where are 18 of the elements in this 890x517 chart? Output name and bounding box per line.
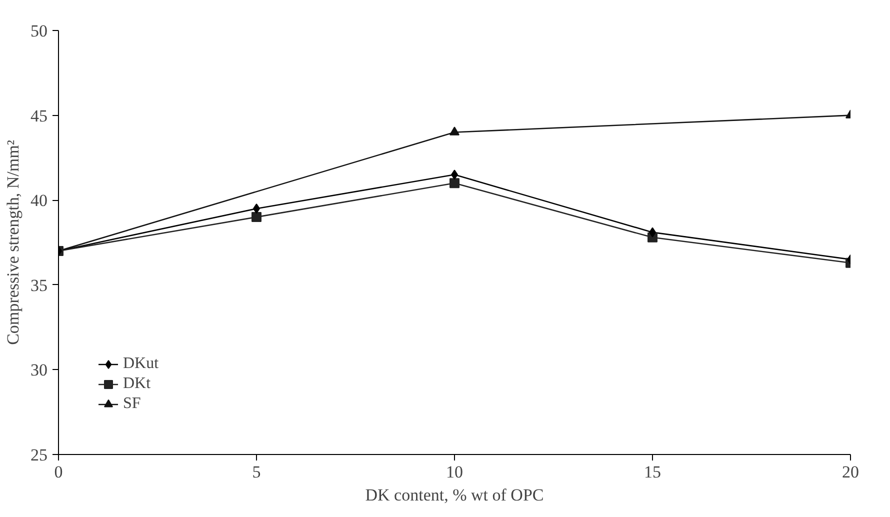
x-tick-label: 20 (842, 462, 859, 482)
y-tick-label: 35 (30, 276, 48, 295)
y-axis-title: Compressive strength, N/mm² (4, 140, 22, 345)
x-tick-label: 5 (252, 462, 261, 482)
legend-label: DKt (123, 375, 151, 393)
x-tick-label: 15 (644, 462, 661, 482)
y-tick-label: 25 (30, 446, 48, 464)
y-tick-label: 50 (30, 22, 48, 40)
x-tick-label: 10 (446, 462, 463, 482)
point (450, 178, 460, 188)
x-axis-title: DK content, % wt of OPC (365, 486, 544, 504)
x-tick-label: 0 (54, 462, 63, 482)
y-tick-label: 45 (30, 106, 48, 126)
point (252, 212, 262, 222)
y-tick-label: 40 (30, 191, 48, 210)
y-tick-label: 30 (30, 360, 48, 380)
legend-label: SF (123, 395, 142, 413)
legend-label: DKut (123, 355, 159, 373)
